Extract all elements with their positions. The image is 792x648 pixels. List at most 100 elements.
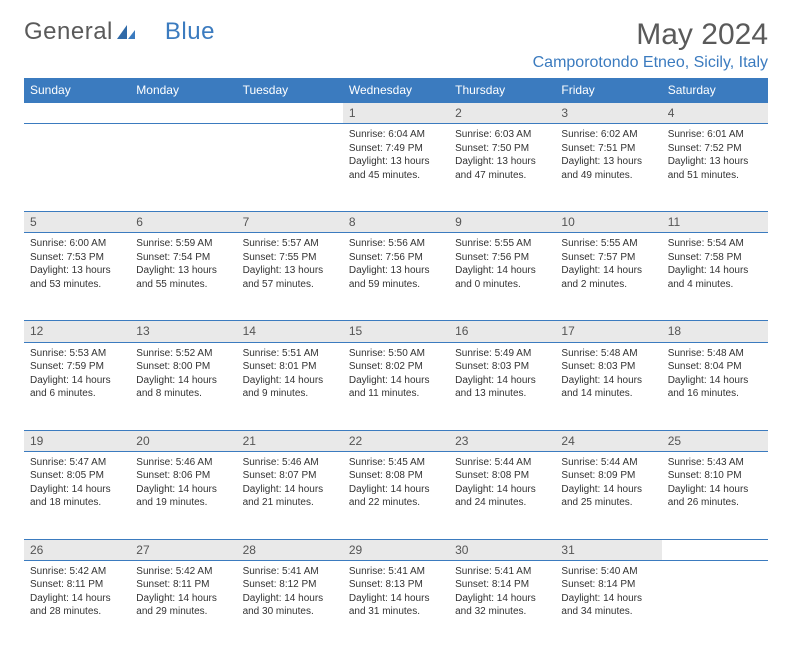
day-detail-cell: Sunrise: 5:59 AMSunset: 7:54 PMDaylight:… — [130, 233, 236, 321]
day-number-cell: 18 — [662, 321, 768, 342]
day-ss-text: Sunset: 7:56 PM — [349, 251, 443, 265]
day-d1-text: Daylight: 14 hours — [561, 264, 655, 278]
day-number-row: 12131415161718 — [24, 321, 768, 342]
day-sr-text: Sunrise: 5:56 AM — [349, 237, 443, 251]
day-d1-text: Daylight: 14 hours — [349, 374, 443, 388]
day-d1-text: Daylight: 13 hours — [561, 155, 655, 169]
day-d2-text: and 47 minutes. — [455, 169, 549, 183]
day-number-cell: 16 — [449, 321, 555, 342]
day-sr-text: Sunrise: 5:41 AM — [349, 565, 443, 579]
day-number-row: 262728293031 — [24, 539, 768, 560]
day-detail-cell: Sunrise: 5:48 AMSunset: 8:03 PMDaylight:… — [555, 342, 661, 430]
day-d1-text: Daylight: 13 hours — [668, 155, 762, 169]
day-sr-text: Sunrise: 5:48 AM — [561, 347, 655, 361]
day-d1-text: Daylight: 14 hours — [349, 592, 443, 606]
day-sr-text: Sunrise: 5:49 AM — [455, 347, 549, 361]
day-d2-text: and 51 minutes. — [668, 169, 762, 183]
day-number-cell — [662, 539, 768, 560]
day-d2-text: and 8 minutes. — [136, 387, 230, 401]
day-d2-text: and 9 minutes. — [243, 387, 337, 401]
location-label: Camporotondo Etneo, Sicily, Italy — [533, 54, 768, 72]
day-d2-text: and 57 minutes. — [243, 278, 337, 292]
day-ss-text: Sunset: 8:12 PM — [243, 578, 337, 592]
day-detail-cell: Sunrise: 5:46 AMSunset: 8:07 PMDaylight:… — [237, 451, 343, 539]
day-ss-text: Sunset: 8:11 PM — [30, 578, 124, 592]
day-detail-row: Sunrise: 5:42 AMSunset: 8:11 PMDaylight:… — [24, 560, 768, 648]
day-ss-text: Sunset: 7:50 PM — [455, 142, 549, 156]
day-number-cell: 26 — [24, 539, 130, 560]
day-d2-text: and 53 minutes. — [30, 278, 124, 292]
day-d1-text: Daylight: 14 hours — [30, 592, 124, 606]
day-detail-cell: Sunrise: 5:44 AMSunset: 8:08 PMDaylight:… — [449, 451, 555, 539]
day-ss-text: Sunset: 8:11 PM — [136, 578, 230, 592]
weekday-header-row: Sunday Monday Tuesday Wednesday Thursday… — [24, 78, 768, 103]
weekday-header: Saturday — [662, 78, 768, 103]
day-d1-text: Daylight: 14 hours — [668, 374, 762, 388]
day-number-row: 567891011 — [24, 212, 768, 233]
day-d1-text: Daylight: 14 hours — [455, 592, 549, 606]
day-d2-text: and 2 minutes. — [561, 278, 655, 292]
day-d1-text: Daylight: 14 hours — [349, 483, 443, 497]
day-d2-text: and 14 minutes. — [561, 387, 655, 401]
weekday-header: Wednesday — [343, 78, 449, 103]
day-number-cell: 20 — [130, 430, 236, 451]
day-number-cell: 17 — [555, 321, 661, 342]
logo-text-1: General — [24, 18, 113, 46]
day-detail-cell: Sunrise: 5:48 AMSunset: 8:04 PMDaylight:… — [662, 342, 768, 430]
day-d2-text: and 13 minutes. — [455, 387, 549, 401]
day-d1-text: Daylight: 13 hours — [455, 155, 549, 169]
day-number-cell: 15 — [343, 321, 449, 342]
day-ss-text: Sunset: 8:09 PM — [561, 469, 655, 483]
day-sr-text: Sunrise: 5:55 AM — [561, 237, 655, 251]
day-number-cell: 7 — [237, 212, 343, 233]
day-d2-text: and 18 minutes. — [30, 496, 124, 510]
day-detail-row: Sunrise: 6:00 AMSunset: 7:53 PMDaylight:… — [24, 233, 768, 321]
day-ss-text: Sunset: 8:14 PM — [455, 578, 549, 592]
day-d1-text: Daylight: 14 hours — [30, 483, 124, 497]
day-sr-text: Sunrise: 5:41 AM — [455, 565, 549, 579]
day-detail-cell: Sunrise: 5:46 AMSunset: 8:06 PMDaylight:… — [130, 451, 236, 539]
day-number-row: 19202122232425 — [24, 430, 768, 451]
logo-sail-icon — [115, 23, 137, 41]
day-ss-text: Sunset: 7:54 PM — [136, 251, 230, 265]
day-d2-text: and 4 minutes. — [668, 278, 762, 292]
page-title: May 2024 — [533, 18, 768, 52]
title-block: May 2024 Camporotondo Etneo, Sicily, Ita… — [533, 18, 768, 72]
day-detail-cell: Sunrise: 5:41 AMSunset: 8:14 PMDaylight:… — [449, 560, 555, 648]
day-d1-text: Daylight: 14 hours — [243, 592, 337, 606]
day-d2-text: and 59 minutes. — [349, 278, 443, 292]
day-detail-cell: Sunrise: 6:02 AMSunset: 7:51 PMDaylight:… — [555, 124, 661, 212]
day-detail-row: Sunrise: 6:04 AMSunset: 7:49 PMDaylight:… — [24, 124, 768, 212]
day-d1-text: Daylight: 14 hours — [668, 264, 762, 278]
day-ss-text: Sunset: 7:53 PM — [30, 251, 124, 265]
day-detail-cell: Sunrise: 5:49 AMSunset: 8:03 PMDaylight:… — [449, 342, 555, 430]
day-number-cell: 8 — [343, 212, 449, 233]
day-detail-row: Sunrise: 5:53 AMSunset: 7:59 PMDaylight:… — [24, 342, 768, 430]
day-sr-text: Sunrise: 6:00 AM — [30, 237, 124, 251]
day-d1-text: Daylight: 13 hours — [30, 264, 124, 278]
day-sr-text: Sunrise: 5:52 AM — [136, 347, 230, 361]
day-ss-text: Sunset: 7:55 PM — [243, 251, 337, 265]
day-number-cell: 1 — [343, 103, 449, 124]
day-d1-text: Daylight: 14 hours — [561, 592, 655, 606]
day-detail-cell — [237, 124, 343, 212]
day-d2-text: and 6 minutes. — [30, 387, 124, 401]
day-sr-text: Sunrise: 5:41 AM — [243, 565, 337, 579]
weekday-header: Friday — [555, 78, 661, 103]
day-detail-cell: Sunrise: 5:42 AMSunset: 8:11 PMDaylight:… — [130, 560, 236, 648]
day-d2-text: and 28 minutes. — [30, 605, 124, 619]
day-ss-text: Sunset: 8:03 PM — [455, 360, 549, 374]
day-d2-text: and 11 minutes. — [349, 387, 443, 401]
day-d2-text: and 16 minutes. — [668, 387, 762, 401]
weekday-header: Thursday — [449, 78, 555, 103]
day-detail-cell: Sunrise: 5:51 AMSunset: 8:01 PMDaylight:… — [237, 342, 343, 430]
day-detail-cell: Sunrise: 6:04 AMSunset: 7:49 PMDaylight:… — [343, 124, 449, 212]
day-ss-text: Sunset: 8:05 PM — [30, 469, 124, 483]
day-number-cell: 10 — [555, 212, 661, 233]
day-detail-cell — [130, 124, 236, 212]
day-ss-text: Sunset: 8:13 PM — [349, 578, 443, 592]
day-number-cell: 13 — [130, 321, 236, 342]
day-sr-text: Sunrise: 5:42 AM — [30, 565, 124, 579]
day-sr-text: Sunrise: 5:46 AM — [136, 456, 230, 470]
logo: General Blue — [24, 18, 215, 46]
